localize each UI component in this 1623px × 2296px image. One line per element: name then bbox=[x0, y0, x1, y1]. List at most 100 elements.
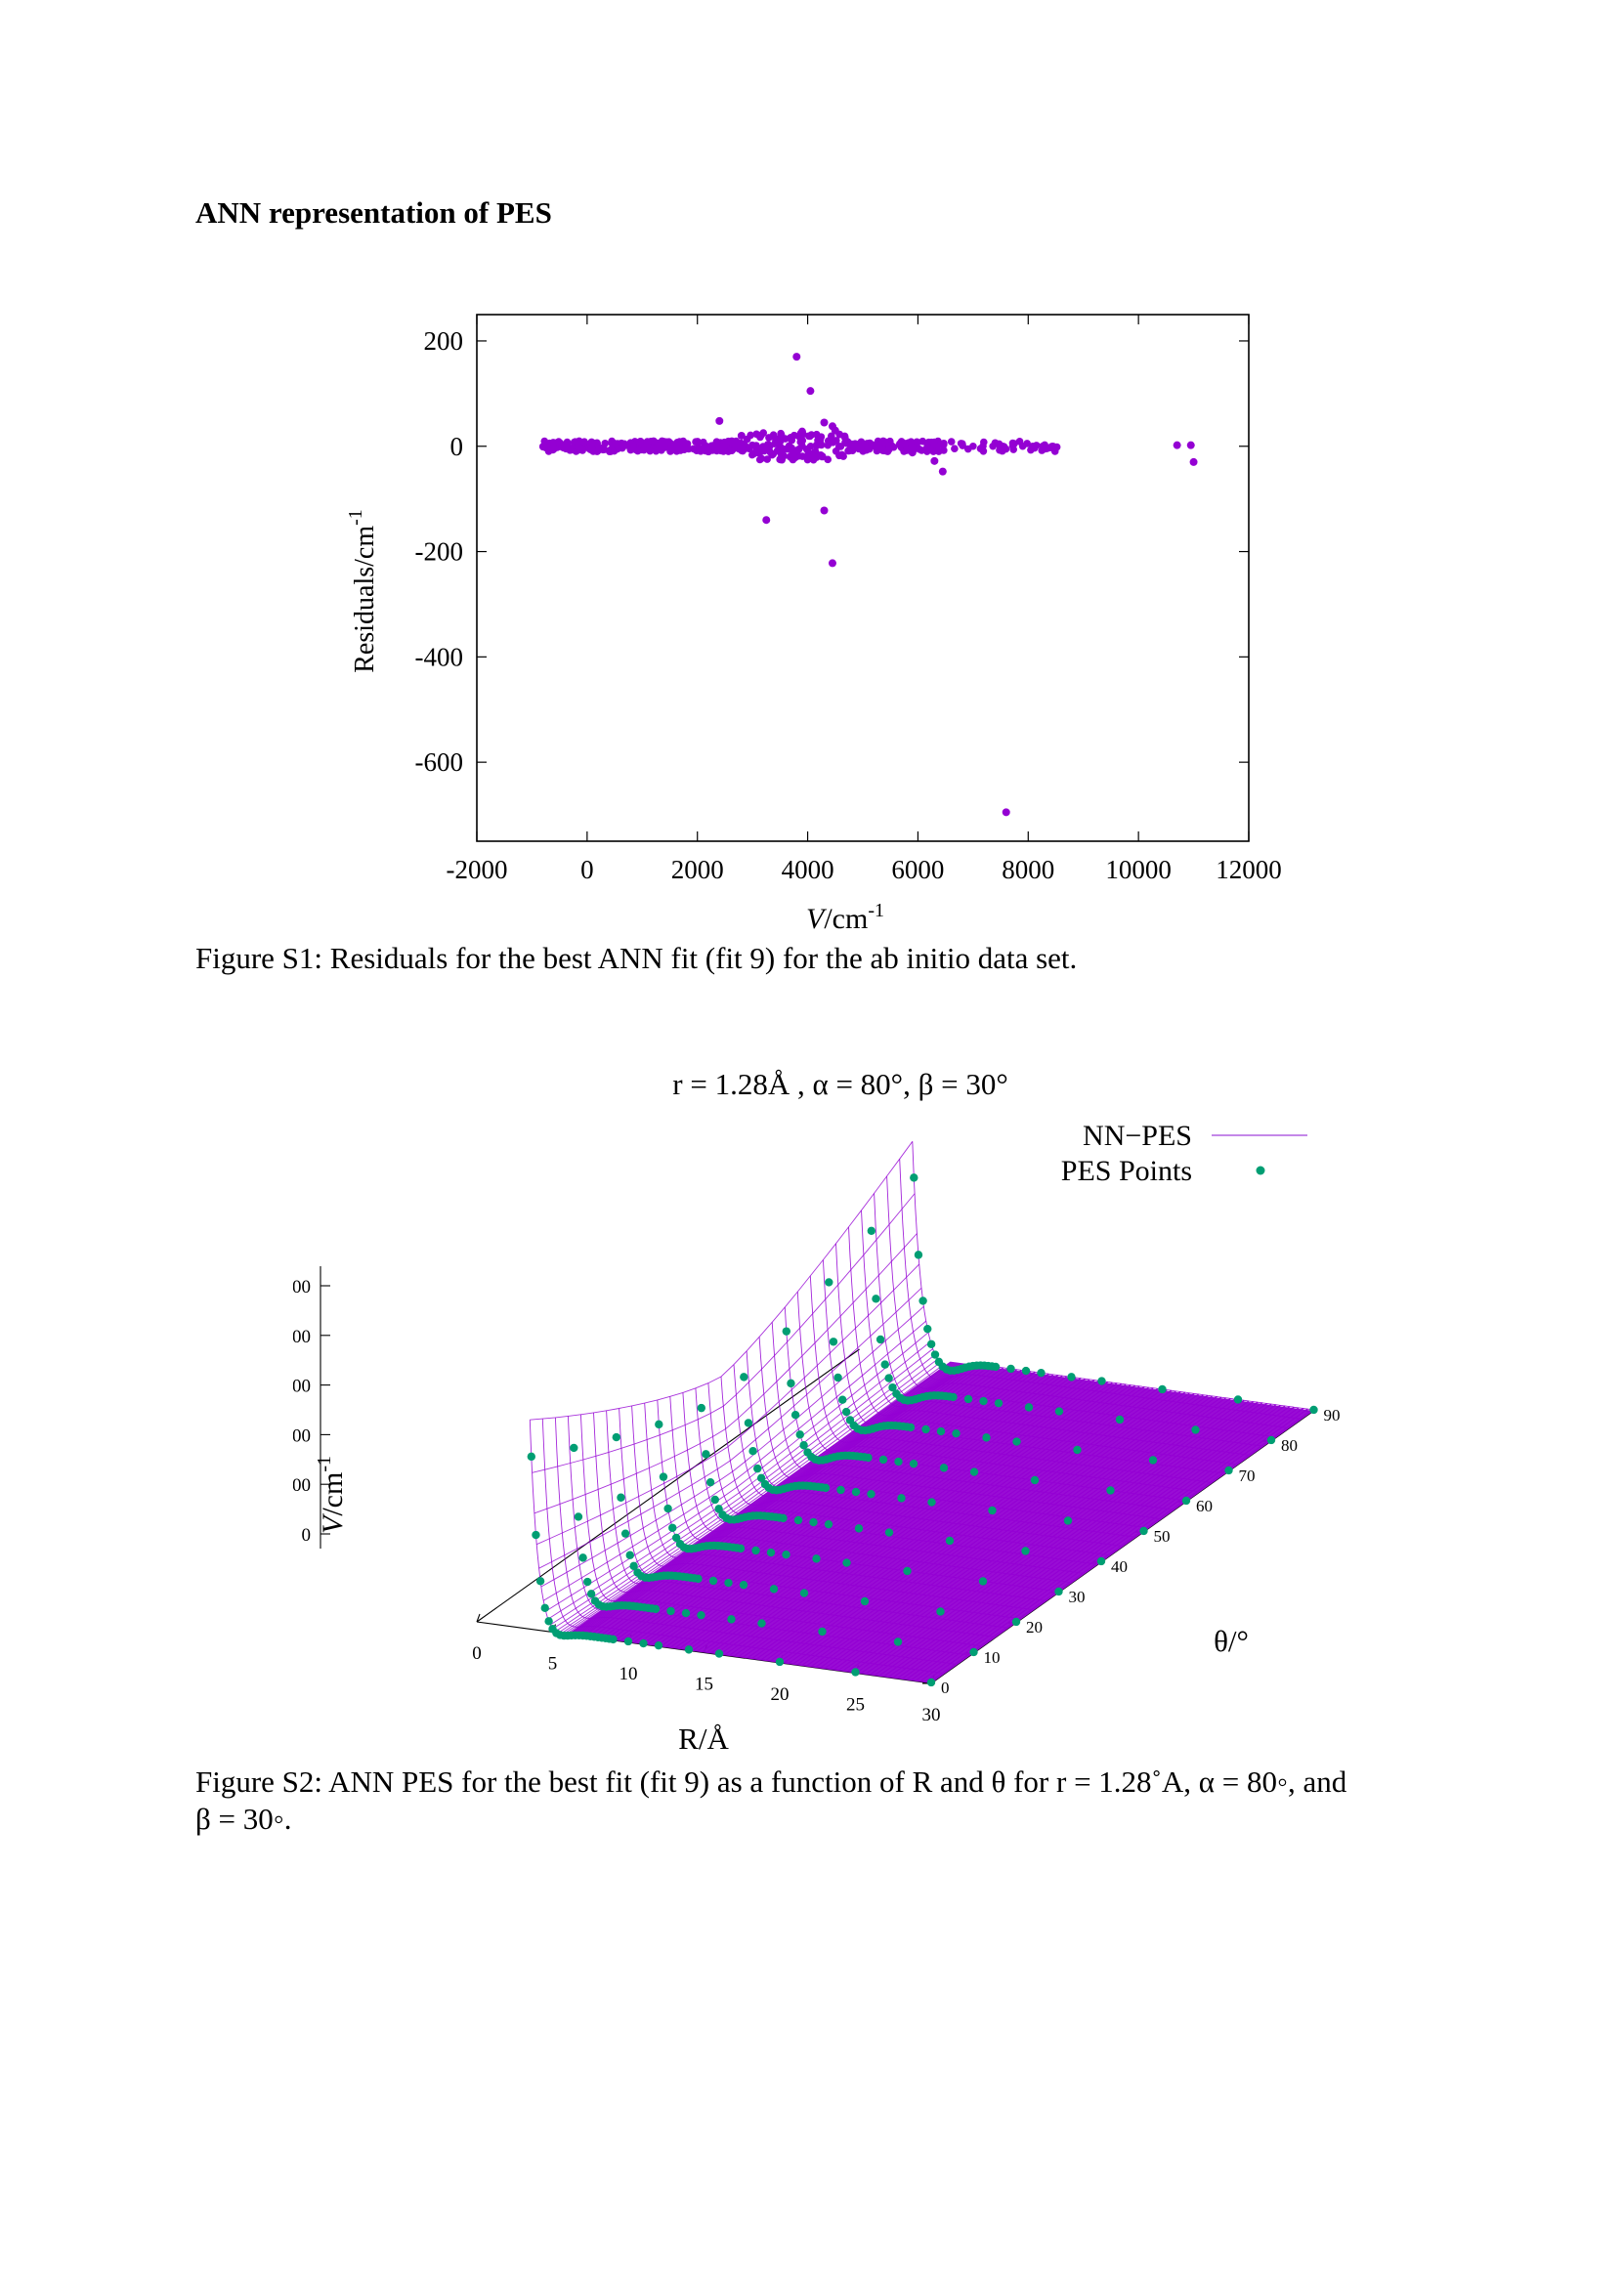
data-point bbox=[969, 442, 977, 450]
pes-point bbox=[903, 1566, 912, 1576]
mesh-line bbox=[758, 1337, 1160, 1519]
z-axis-label: V/cm-1 bbox=[314, 1456, 349, 1534]
pes-point bbox=[809, 1517, 818, 1527]
data-point bbox=[729, 439, 737, 446]
pes-point bbox=[609, 1635, 618, 1644]
y-axis-label: θ/° bbox=[1214, 1624, 1249, 1658]
data-point bbox=[608, 446, 616, 453]
pes-point bbox=[659, 1472, 668, 1481]
pes-point bbox=[782, 1327, 790, 1336]
data-point bbox=[896, 441, 904, 448]
data-point bbox=[828, 559, 836, 568]
pes-point bbox=[651, 1604, 661, 1614]
data-point bbox=[923, 445, 932, 453]
pes-point bbox=[586, 1590, 596, 1598]
data-point bbox=[999, 442, 1007, 450]
mesh-line bbox=[861, 1210, 1261, 1447]
z-tick-label: 5000 bbox=[293, 1277, 311, 1297]
data-point bbox=[692, 446, 701, 453]
data-point bbox=[824, 455, 833, 464]
data-point bbox=[549, 439, 557, 446]
pes-point bbox=[578, 1553, 587, 1562]
data-point bbox=[719, 447, 728, 455]
pes-point bbox=[906, 1423, 916, 1432]
pes-point bbox=[878, 1455, 888, 1465]
pes-point bbox=[1309, 1405, 1318, 1415]
pes-point bbox=[775, 1657, 785, 1667]
pes-point bbox=[654, 1640, 663, 1650]
data-point bbox=[883, 447, 892, 455]
data-point bbox=[549, 444, 557, 452]
pes-point bbox=[708, 1576, 718, 1586]
pes-point bbox=[1097, 1377, 1106, 1385]
pes-point bbox=[727, 1615, 736, 1624]
pes-point bbox=[836, 1485, 845, 1495]
data-point bbox=[908, 448, 917, 457]
pes-point bbox=[824, 1519, 833, 1529]
data-point bbox=[580, 438, 588, 446]
data-point bbox=[797, 427, 806, 436]
data-point bbox=[707, 442, 715, 450]
legend-point-swatch bbox=[1256, 1166, 1265, 1175]
chart-title: r = 1.28Å , α = 80°, β = 30° bbox=[672, 1067, 1007, 1101]
y-axis-label: Residuals/cm-1 bbox=[345, 509, 380, 673]
pes-point bbox=[860, 1596, 870, 1606]
data-point bbox=[804, 432, 813, 441]
data-point bbox=[880, 438, 889, 446]
mesh-line bbox=[707, 1382, 1109, 1556]
pes-point bbox=[714, 1505, 723, 1513]
pes-point bbox=[829, 1338, 838, 1346]
pes-point bbox=[838, 1395, 847, 1404]
pes-point bbox=[757, 1619, 766, 1628]
pes-point bbox=[769, 1585, 779, 1594]
z-tick-label: 0 bbox=[302, 1525, 312, 1546]
data-point bbox=[1186, 441, 1195, 449]
x-tick-label: 10 bbox=[619, 1664, 638, 1684]
data-point bbox=[680, 439, 689, 447]
pes-point bbox=[639, 1638, 648, 1648]
y-tick-label: 30 bbox=[1069, 1588, 1086, 1606]
pes-point bbox=[1148, 1456, 1158, 1465]
data-point bbox=[806, 387, 815, 396]
pes-point bbox=[744, 1419, 753, 1427]
data-point bbox=[646, 446, 655, 455]
data-point bbox=[1029, 442, 1037, 450]
x-tick-label: 20 bbox=[771, 1684, 790, 1705]
pes-point bbox=[710, 1495, 719, 1505]
pes-point bbox=[1073, 1445, 1082, 1455]
pes-point bbox=[854, 1524, 864, 1533]
data-point bbox=[959, 442, 966, 449]
caption-line-1: Figure S2: ANN PES for the best fit (fit… bbox=[195, 1765, 1347, 1799]
data-point bbox=[699, 438, 707, 446]
data-point bbox=[762, 516, 771, 525]
pes-point bbox=[978, 1577, 988, 1586]
x-tick-label: 2000 bbox=[671, 855, 724, 884]
pes-point bbox=[527, 1452, 535, 1462]
data-point bbox=[1018, 442, 1027, 450]
pes-point bbox=[851, 1668, 860, 1677]
pes-point bbox=[833, 1373, 842, 1382]
pes-point bbox=[921, 1424, 930, 1434]
pes-point bbox=[1139, 1526, 1148, 1536]
pes-point bbox=[910, 1173, 918, 1182]
data-point bbox=[844, 446, 852, 455]
pes-point bbox=[714, 1649, 724, 1658]
y-tick-label: 0 bbox=[941, 1679, 950, 1697]
data-point bbox=[640, 446, 648, 454]
x-tick-label: 15 bbox=[695, 1675, 713, 1695]
data-point bbox=[1189, 457, 1198, 466]
pes-point bbox=[969, 1467, 979, 1476]
data-point bbox=[773, 438, 782, 446]
pes-point bbox=[705, 1477, 715, 1487]
mesh-line bbox=[796, 1292, 1198, 1492]
pes-point bbox=[872, 1295, 880, 1303]
axis-ticks: -2000 0 2000 4000 6000 8000 10000 120002000-200… bbox=[415, 315, 1282, 884]
data-point bbox=[1048, 442, 1056, 450]
pes-point bbox=[930, 1350, 940, 1359]
data-point bbox=[817, 433, 826, 441]
pes-point bbox=[897, 1494, 906, 1503]
pes-point bbox=[620, 1529, 630, 1538]
pes-point bbox=[663, 1504, 672, 1513]
data-point bbox=[554, 438, 563, 446]
pes-point bbox=[751, 1546, 760, 1555]
